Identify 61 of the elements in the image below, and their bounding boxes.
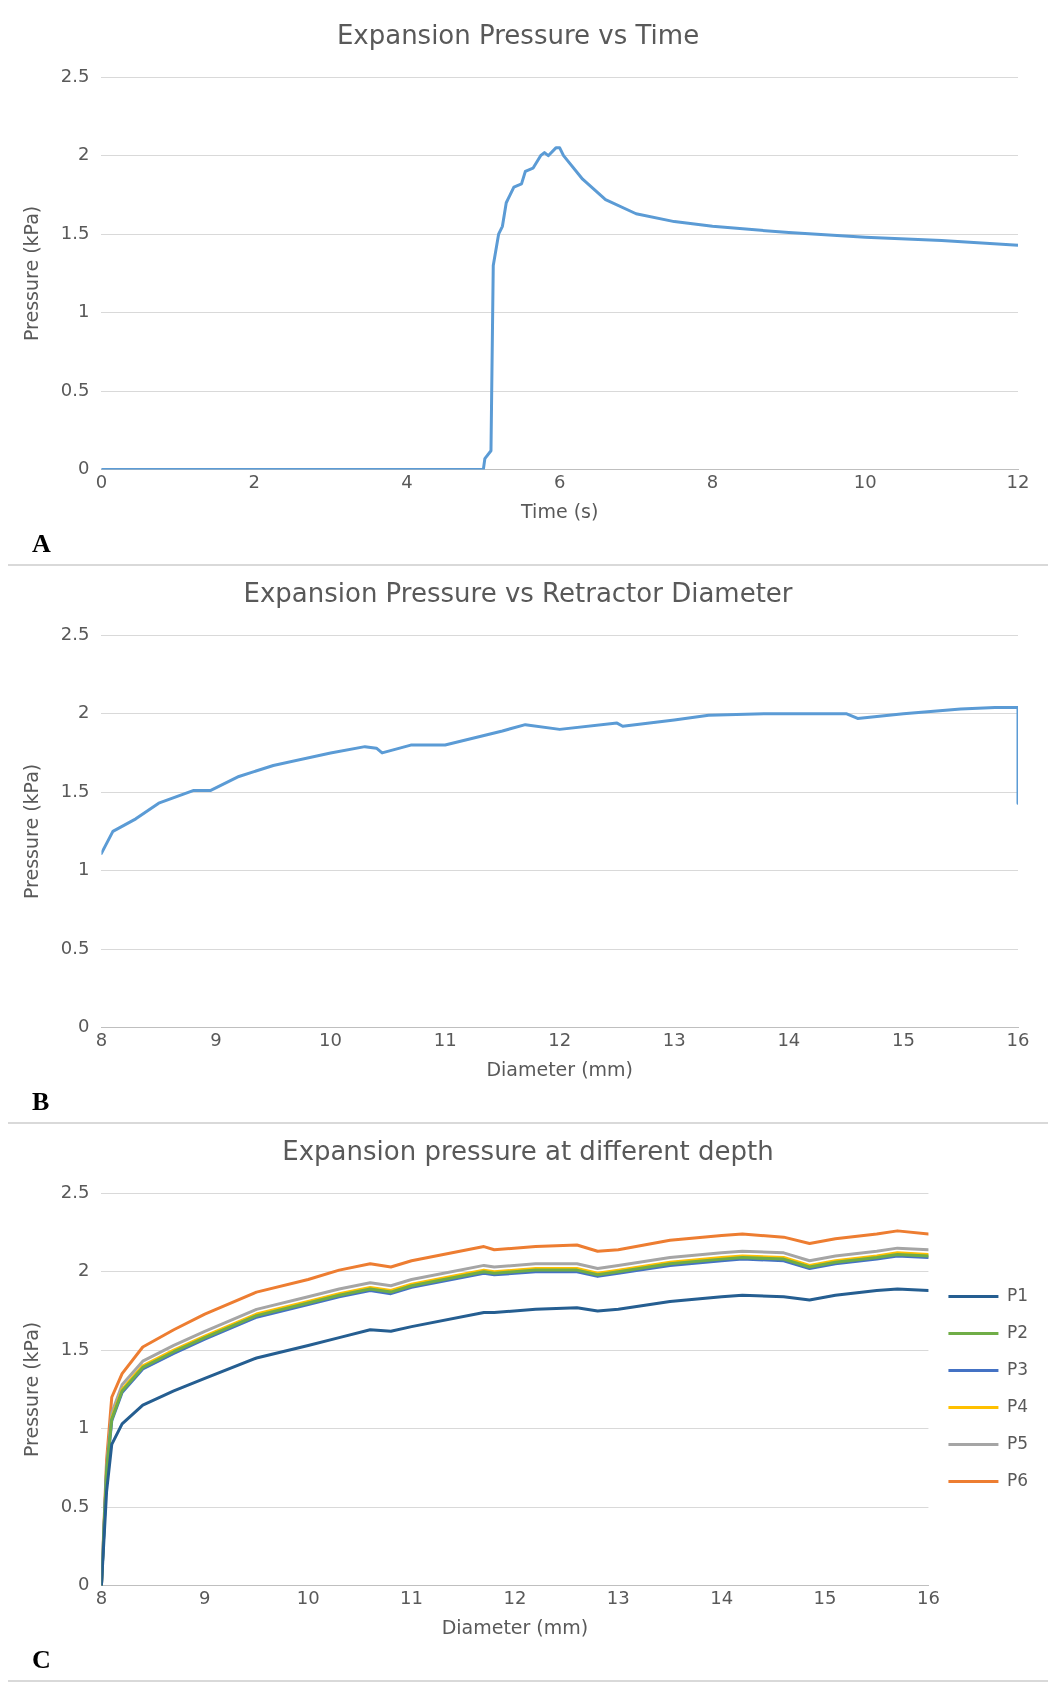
y-tick-label: 2.5 <box>60 1180 90 1202</box>
y-tick-label: 1 <box>77 858 90 880</box>
x-tick-label: 11 <box>400 1587 424 1609</box>
x-tick-label: 10 <box>853 471 877 493</box>
x-tick-label: 12 <box>1006 471 1030 493</box>
x-tick-label: 9 <box>199 1587 211 1609</box>
chart-title: Expansion Pressure vs Time <box>336 20 700 51</box>
x-tick-label: 15 <box>813 1587 837 1609</box>
y-tick-label: 0.5 <box>60 1494 90 1516</box>
x-tick-label: 13 <box>606 1587 630 1609</box>
text: C <box>32 1644 52 1676</box>
x-tick-label: 10 <box>319 1029 343 1051</box>
x-tick-label: 8 <box>706 471 719 493</box>
y-tick-label: 1.5 <box>60 221 90 243</box>
legend-label: P2 <box>1006 1321 1029 1342</box>
legend-label: P4 <box>1006 1395 1029 1416</box>
y-axis-title: Pressure (kPa) <box>20 1321 43 1458</box>
x-axis-title: Diameter (mm) <box>486 1057 634 1080</box>
y-tick-label: 2.5 <box>60 622 90 644</box>
y-tick-label: 0.5 <box>60 936 90 958</box>
x-tick-label: 16 <box>916 1587 940 1609</box>
x-tick-label: 8 <box>95 1587 108 1609</box>
y-tick-label: 0.5 <box>60 378 90 400</box>
x-tick-label: 9 <box>210 1029 222 1051</box>
y-tick-label: 2 <box>77 1259 90 1281</box>
x-tick-label: 4 <box>401 471 413 493</box>
x-tick-label: 14 <box>710 1587 734 1609</box>
x-tick-label: 2 <box>248 471 260 493</box>
y-tick-label: 1 <box>77 300 90 322</box>
legend-label: P3 <box>1006 1358 1029 1379</box>
chart-title: Expansion pressure at different depth <box>282 1136 774 1167</box>
legend-label: P1 <box>1006 1284 1029 1305</box>
x-tick-label: 10 <box>296 1587 320 1609</box>
text: B <box>32 1086 51 1118</box>
x-tick-label: 13 <box>662 1029 686 1051</box>
x-tick-label: 12 <box>548 1029 572 1051</box>
y-tick-label: 1 <box>77 1416 90 1438</box>
text: A <box>32 528 52 560</box>
x-tick-label: 15 <box>891 1029 915 1051</box>
x-tick-label: 14 <box>777 1029 801 1051</box>
y-tick-label: 2 <box>77 143 90 165</box>
x-tick-label: 16 <box>1006 1029 1030 1051</box>
legend-label: P6 <box>1006 1469 1029 1490</box>
chart-title: Expansion Pressure vs Retractor Diameter <box>243 578 793 609</box>
y-tick-label: 1.5 <box>60 779 90 801</box>
x-axis-title: Time (s) <box>520 499 599 522</box>
y-tick-label: 2 <box>77 701 90 723</box>
y-tick-label: 1.5 <box>60 1337 90 1359</box>
x-tick-label: 0 <box>95 471 108 493</box>
x-tick-label: 6 <box>553 471 566 493</box>
x-tick-label: 8 <box>95 1029 108 1051</box>
x-axis-title: Diameter (mm) <box>441 1615 589 1638</box>
y-tick-label: 0 <box>77 1573 90 1595</box>
y-tick-label: 2.5 <box>60 64 90 86</box>
x-tick-label: 11 <box>433 1029 457 1051</box>
x-tick-label: 12 <box>503 1587 527 1609</box>
legend-label: P5 <box>1006 1432 1029 1453</box>
y-axis-title: Pressure (kPa) <box>20 763 43 900</box>
y-tick-label: 0 <box>77 457 90 479</box>
y-tick-label: 0 <box>77 1015 90 1037</box>
y-axis-title: Pressure (kPa) <box>20 205 43 342</box>
